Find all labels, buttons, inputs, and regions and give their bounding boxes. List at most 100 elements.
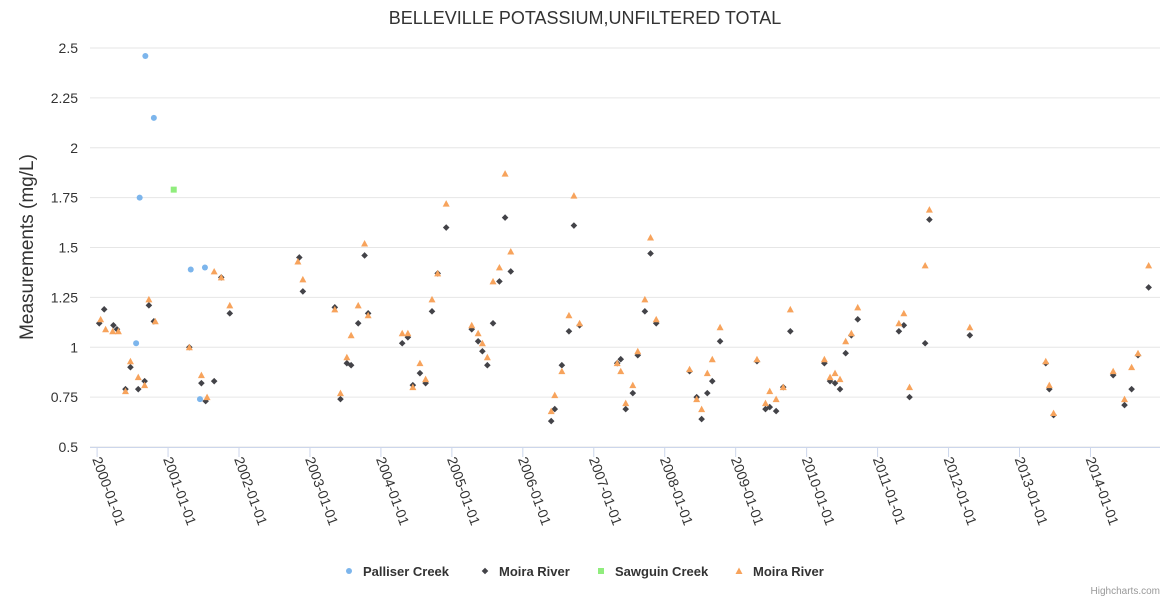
data-point <box>761 399 769 407</box>
y-tick-label: 2 <box>70 140 78 156</box>
data-point <box>551 405 559 413</box>
data-point <box>1045 381 1053 389</box>
data-point <box>900 322 908 329</box>
chart-title: BELLEVILLE POTASSIUM,UNFILTERED TOTAL <box>389 8 781 28</box>
legend-marker-icon <box>598 568 604 574</box>
data-point <box>294 257 302 265</box>
data-point <box>1134 349 1142 357</box>
data-point <box>895 327 903 335</box>
series-3-triangle <box>97 170 1153 417</box>
data-point <box>197 371 205 379</box>
data-point <box>847 329 855 337</box>
legend-label: Moira River <box>499 564 570 579</box>
data-point <box>547 417 555 425</box>
y-axis-title: Measurements (mg/L) <box>17 154 38 340</box>
data-point <box>708 377 716 385</box>
data-point <box>854 303 862 311</box>
data-point <box>185 343 193 351</box>
x-tick-label: 2009-01-01 <box>728 455 768 528</box>
data-point <box>428 295 436 303</box>
data-point <box>786 305 794 313</box>
data-point <box>634 347 642 355</box>
data-point <box>299 275 307 283</box>
data-point <box>836 385 844 393</box>
data-point <box>921 261 929 269</box>
data-point <box>404 329 412 337</box>
data-point <box>629 389 637 397</box>
data-point <box>966 331 974 339</box>
data-point <box>753 355 761 363</box>
data-point <box>434 269 442 277</box>
data-point <box>136 194 143 201</box>
data-point <box>820 355 828 363</box>
legend-item[interactable]: Sawguin Creek <box>598 564 709 579</box>
x-tick-label: 2008-01-01 <box>657 455 697 528</box>
data-point <box>641 308 649 315</box>
data-point <box>102 325 110 333</box>
data-point <box>698 415 705 423</box>
data-point <box>428 308 436 315</box>
data-point <box>558 367 566 375</box>
data-point <box>1042 357 1050 365</box>
data-point <box>1128 363 1136 371</box>
data-point <box>826 373 834 381</box>
data-point <box>906 393 913 401</box>
x-tick-label: 2014-01-01 <box>1083 455 1123 528</box>
credits-link[interactable]: Highcharts.com <box>1091 586 1160 597</box>
data-point <box>772 407 780 415</box>
data-point <box>150 114 157 121</box>
x-tick-label: 2001-01-01 <box>160 455 200 528</box>
data-point <box>842 349 849 357</box>
data-point <box>576 319 584 327</box>
data-point <box>141 381 149 389</box>
legend-marker-icon <box>481 567 489 575</box>
y-tick-label: 1 <box>70 339 78 355</box>
y-tick-label: 0.5 <box>59 439 79 455</box>
data-point <box>331 305 339 313</box>
data-point <box>187 266 194 273</box>
data-point <box>126 357 134 365</box>
data-point <box>151 317 159 325</box>
data-point <box>347 331 355 339</box>
data-point <box>170 186 177 193</box>
data-point <box>134 373 142 381</box>
data-point <box>565 327 573 335</box>
data-point <box>501 214 509 221</box>
data-point <box>698 405 706 413</box>
series-1-diamond <box>95 214 1152 425</box>
x-tick-label: 2004-01-01 <box>373 455 413 528</box>
data-point <box>1050 409 1058 417</box>
series-2-square <box>170 186 177 193</box>
data-point <box>641 295 649 303</box>
data-point <box>409 383 417 391</box>
data-point <box>483 353 491 361</box>
data-point <box>622 399 630 407</box>
data-point <box>343 359 351 367</box>
data-point <box>145 302 153 309</box>
x-tick-label: 2005-01-01 <box>444 455 484 528</box>
legend-marker-icon <box>735 567 743 574</box>
data-point <box>821 359 828 367</box>
legend-item[interactable]: Moira River <box>735 564 824 579</box>
data-point <box>613 359 621 367</box>
data-point <box>416 369 424 377</box>
data-point <box>558 361 566 369</box>
data-point <box>716 337 724 345</box>
data-point <box>703 369 711 377</box>
legend-item[interactable]: Palliser Creek <box>346 564 450 579</box>
data-point <box>110 322 117 329</box>
data-point <box>442 200 450 207</box>
data-point <box>474 337 482 345</box>
data-point <box>831 369 839 377</box>
data-point <box>570 192 578 199</box>
x-tick-label: 2011-01-01 <box>870 455 909 527</box>
data-point <box>652 315 660 323</box>
data-point <box>551 391 559 399</box>
data-point <box>854 316 862 323</box>
legend-item[interactable]: Moira River <box>481 564 570 579</box>
y-tick-label: 2.5 <box>59 40 79 56</box>
data-point <box>489 277 497 285</box>
data-point <box>895 319 903 327</box>
data-point <box>787 327 794 335</box>
